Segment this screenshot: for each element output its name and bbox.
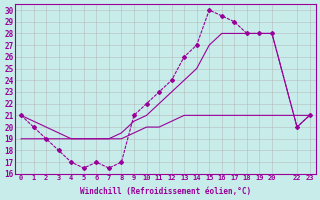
X-axis label: Windchill (Refroidissement éolien,°C): Windchill (Refroidissement éolien,°C) [80,187,251,196]
